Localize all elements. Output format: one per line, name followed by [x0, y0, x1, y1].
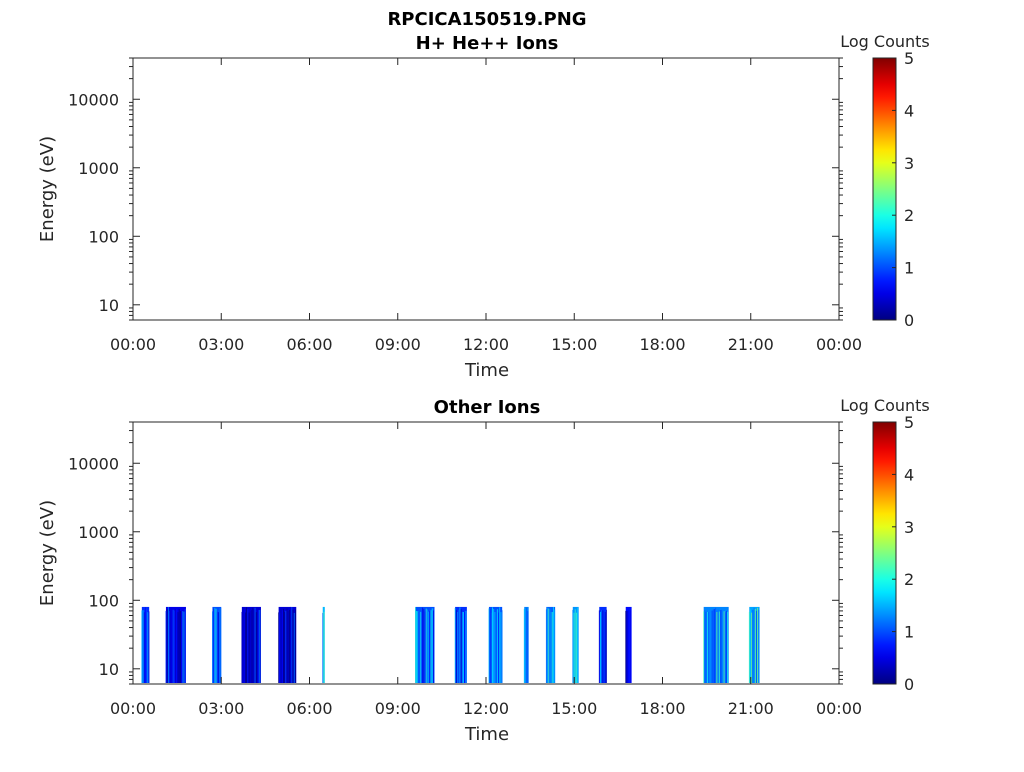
panel-bottom-x-label: Time — [464, 724, 509, 745]
panel-top-colorbar-tick-label: 5 — [904, 49, 914, 68]
panel-bottom-burst-fill — [572, 606, 579, 683]
panel-bottom-x-tick-label: 00:00 — [816, 699, 862, 718]
panel-bottom-burst — [278, 606, 297, 683]
panel-top-y-ticks: 10 100 1000 10000 — [68, 57, 843, 321]
panel-bottom-x-tick-label: 21:00 — [728, 699, 774, 718]
panel-bottom-burst — [165, 606, 186, 683]
panel-bottom-burst — [598, 606, 607, 683]
panel-bottom-colorbar-tick-label: 4 — [904, 465, 914, 484]
panel-bottom-burst — [241, 606, 261, 683]
panel-top-y-tick-label: 10 — [99, 296, 119, 315]
panel-bottom-plot-area[interactable] — [132, 421, 840, 685]
panel-bottom-colorbar-tick-label: 0 — [904, 675, 914, 694]
panel-bottom-burst — [454, 606, 467, 683]
panel-bottom-burst — [625, 606, 632, 683]
panel-top-x-tick-label: 09:00 — [375, 335, 421, 354]
panel-top-colorbar-scale — [872, 57, 897, 321]
panel-top-x-ticks: 00:00 03:00 06:00 09:00 12:00 15:00 18:00 21:00… — [110, 58, 862, 354]
panel-bottom-y-tick-label: 100 — [88, 591, 119, 610]
panel-bottom-x-ticks: 00:00 03:00 06:00 09:00 12:00 15:00 18:00 21:00… — [110, 422, 862, 718]
panel-bottom-burst — [141, 606, 150, 683]
panel-bottom-x-tick-label: 18:00 — [639, 699, 685, 718]
panel-bottom-x-tick-label: 06:00 — [286, 699, 332, 718]
panel-bottom-colorbar-tick-label: 3 — [904, 518, 914, 537]
panel-bottom-x-tick-label: 00:00 — [110, 699, 156, 718]
panel-top-x-tick-label: 18:00 — [639, 335, 685, 354]
panel-top-title: H+ He++ Ions — [416, 33, 559, 54]
panel-bottom-burst — [488, 606, 503, 683]
panel-bottom-x-tick-label: 09:00 — [375, 699, 421, 718]
panel-bottom-burst — [523, 606, 529, 683]
panel-bottom-burst — [322, 606, 325, 683]
panel-bottom-x-tick-label: 15:00 — [551, 699, 597, 718]
panel-top-x-tick-label: 21:00 — [728, 335, 774, 354]
panel-top-colorbar-tick-label: 4 — [904, 101, 914, 120]
panel-bottom-y-ticks: 10 100 1000 10000 — [68, 421, 843, 685]
panel-bottom-burst — [545, 606, 556, 683]
panel-top-x-label: Time — [464, 360, 509, 381]
panel-top-x-tick-label: 03:00 — [198, 335, 244, 354]
panel-top-colorbar-label: Log Counts — [840, 32, 930, 51]
panel-bottom-colorbar-tick-label: 5 — [904, 413, 914, 432]
panel-top-x-tick-label: 15:00 — [551, 335, 597, 354]
panel-top-plot-area[interactable] — [132, 57, 840, 321]
panel-bottom-marks — [141, 606, 760, 683]
panel-bottom-colorbar-label: Log Counts — [840, 396, 930, 415]
panel-bottom-burst — [748, 606, 760, 683]
panel-bottom-y-tick-label: 10000 — [68, 454, 119, 473]
panel-top-x-tick-label: 12:00 — [463, 335, 509, 354]
panel-top-y-label: Energy (eV) — [37, 136, 58, 242]
panel-top-colorbar-tick-label: 3 — [904, 154, 914, 173]
panel-bottom-burst — [212, 606, 222, 683]
panel-top-colorbar-tick-label: 0 — [904, 311, 914, 330]
panel-top-x-tick-label: 00:00 — [110, 335, 156, 354]
panel-bottom-burst-fill — [625, 606, 632, 683]
panel-top-colorbar-tick-label: 2 — [904, 206, 914, 225]
panel-bottom-y-label: Energy (eV) — [37, 500, 58, 606]
figure-title: RPCICA150519.PNG — [387, 9, 586, 30]
panel-top-y-tick-label: 100 — [88, 227, 119, 246]
panel-bottom-burst — [572, 606, 579, 683]
panel-bottom-burst — [414, 606, 435, 683]
panel-bottom-y-tick-label: 1000 — [78, 523, 119, 542]
panel-bottom-colorbar-tick-label: 1 — [904, 623, 914, 642]
panel-top-colorbar-tick-label: 1 — [904, 259, 914, 278]
panel-bottom-burst-fill — [703, 606, 729, 683]
panel-top-colorbar: Log Counts 0 1 2 3 4 5 — [840, 32, 930, 330]
panel-top-x-tick-label: 06:00 — [286, 335, 332, 354]
panel-bottom-x-tick-label: 12:00 — [463, 699, 509, 718]
panel-top-x-tick-label: 00:00 — [816, 335, 862, 354]
panel-bottom-x-tick-label: 03:00 — [198, 699, 244, 718]
panel-top-y-tick-label: 1000 — [78, 159, 119, 178]
panel-bottom-burst — [703, 606, 729, 683]
panel-bottom-colorbar: Log Counts 0 1 2 3 4 5 — [840, 396, 930, 694]
panel-bottom-colorbar-tick-label: 2 — [904, 570, 914, 589]
panel-top-y-tick-label: 10000 — [68, 90, 119, 109]
panel-bottom-y-tick-label: 10 — [99, 660, 119, 679]
panel-bottom-colorbar-scale — [872, 421, 897, 685]
panel-bottom-title: Other Ions — [434, 397, 541, 418]
panel-bottom-burst-fill — [488, 606, 503, 683]
